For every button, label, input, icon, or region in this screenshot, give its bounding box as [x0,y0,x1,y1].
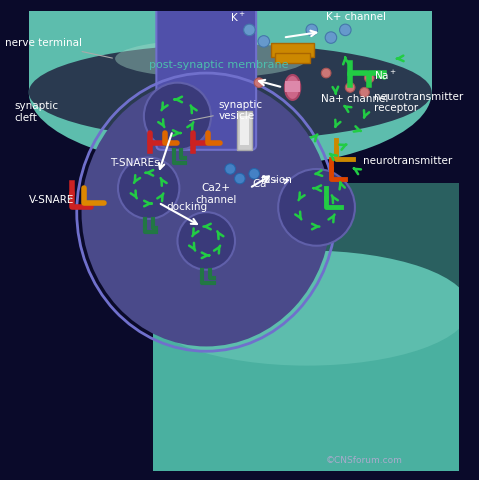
Text: fusion: fusion [261,175,293,185]
Text: synaptic
vesicle: synaptic vesicle [190,99,263,121]
Ellipse shape [163,6,250,35]
Text: Ca$^{2+}$: Ca$^{2+}$ [252,176,279,190]
Ellipse shape [340,24,351,36]
Text: neurotransmitter: neurotransmitter [363,156,452,166]
Bar [29,6,432,92]
Ellipse shape [254,78,264,87]
Ellipse shape [115,39,307,78]
Text: neurotransmitter
receptor: neurotransmitter receptor [374,92,463,113]
Ellipse shape [321,68,331,78]
Bar [285,81,300,92]
Ellipse shape [278,169,355,246]
Bar [275,53,310,62]
Text: T-SNAREs: T-SNAREs [110,158,160,168]
Ellipse shape [29,44,432,140]
Ellipse shape [306,24,318,36]
Ellipse shape [225,164,236,174]
Ellipse shape [345,83,355,92]
Text: K$^+$: K$^+$ [230,11,246,24]
Ellipse shape [325,32,337,43]
Bar [237,111,252,150]
Ellipse shape [118,157,179,219]
Ellipse shape [81,78,331,347]
Ellipse shape [250,308,479,480]
Ellipse shape [29,15,432,169]
FancyBboxPatch shape [156,6,256,150]
Text: Na+ channel: Na+ channel [321,94,389,104]
Ellipse shape [285,75,300,100]
Text: V-SNARE: V-SNARE [29,194,74,204]
Ellipse shape [235,173,245,184]
Ellipse shape [144,83,211,150]
Ellipse shape [365,73,374,83]
Bar [153,299,460,471]
Ellipse shape [249,168,260,179]
Ellipse shape [144,251,470,366]
Ellipse shape [258,36,270,47]
Ellipse shape [177,212,235,270]
Bar [240,116,250,145]
Bar [272,43,314,57]
Text: Ca2+
channel: Ca2+ channel [195,183,237,204]
Text: docking: docking [166,202,207,212]
Text: post-synaptic membrane: post-synaptic membrane [148,60,288,70]
Text: Na$^+$: Na$^+$ [374,69,397,82]
Text: nerve terminal: nerve terminal [5,38,113,58]
Text: ©CNSforum.com: ©CNSforum.com [326,456,403,466]
Polygon shape [192,183,459,471]
Text: synaptic
cleft: synaptic cleft [14,101,58,123]
Bar [163,20,250,135]
Ellipse shape [360,87,369,97]
Text: K+ channel: K+ channel [326,12,386,22]
Ellipse shape [244,24,255,36]
